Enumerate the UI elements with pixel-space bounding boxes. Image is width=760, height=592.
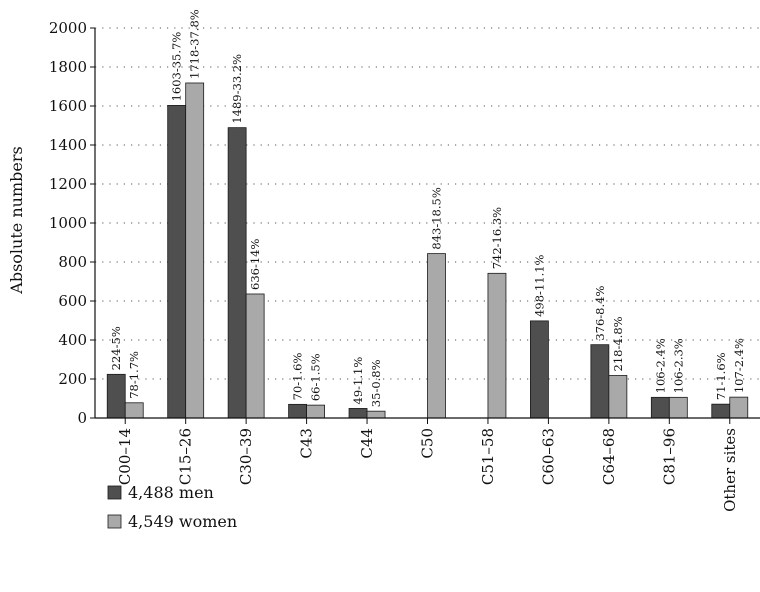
data-label: 376-8.4% (593, 286, 607, 341)
y-tick-label: 0 (77, 409, 87, 427)
data-label: 71-1.6% (714, 352, 728, 400)
bar (106, 373, 126, 419)
data-label: 35-0.8% (369, 359, 383, 407)
bar (427, 253, 446, 419)
data-label: 78-1.7% (127, 351, 141, 399)
legend-label: 4,488 men (128, 483, 214, 502)
x-tick-label: C60–63 (539, 428, 557, 485)
y-tick-label: 1600 (49, 97, 87, 115)
bar (366, 410, 386, 419)
bar (530, 320, 549, 419)
y-tick-label: 1400 (49, 136, 87, 154)
data-label: 843-18.5% (430, 187, 444, 249)
y-tick-label: 1800 (49, 58, 87, 76)
data-label: 1489-33.2% (230, 54, 244, 124)
y-tick-label: 600 (58, 292, 87, 310)
x-tick-label: C51–58 (479, 428, 497, 485)
data-label: 49-1.1% (351, 357, 365, 405)
data-label: 218-4.8% (611, 316, 625, 371)
bar (167, 105, 187, 419)
x-tick-label: C15–26 (177, 428, 195, 485)
y-tick-label: 200 (58, 370, 87, 388)
data-label: 107-2.4% (732, 338, 746, 393)
data-label: 66-1.5% (309, 353, 323, 401)
bar (185, 82, 205, 419)
legend-swatch (107, 485, 122, 500)
x-tick-label: C81–96 (660, 428, 678, 485)
axes: 0 200 400 600 800 1000 1200 1400 1600 1800 2000 C00… (49, 19, 760, 512)
data-label: 106-2.4% (653, 338, 667, 393)
x-tick-label: C64–68 (600, 428, 618, 485)
bar (650, 396, 670, 419)
x-tick-label: C43 (298, 428, 316, 459)
legend-label: 4,549 women (128, 512, 237, 531)
y-tick-label: 1200 (49, 175, 87, 193)
data-labels: 224-5% 78-1.7% 1603-35.7% 1718-37.8% 1489-33… (109, 9, 746, 407)
y-tick-label: 800 (58, 253, 87, 271)
data-label: 1603-35.7% (170, 32, 184, 102)
bar (245, 293, 265, 419)
y-axis-title: Absolute numbers (7, 146, 26, 294)
bar (227, 127, 247, 419)
data-label: 224-5% (109, 326, 123, 370)
x-tick-label: Other sites (721, 428, 739, 512)
legend-swatch (107, 514, 122, 529)
bar (668, 396, 688, 419)
bar (729, 396, 749, 419)
data-label: 106-2.3% (671, 338, 685, 393)
x-tick-label: C30–39 (237, 428, 255, 485)
legend: 4,488 men 4,549 women (107, 483, 237, 531)
bar (124, 402, 144, 419)
y-tick-label: 1000 (49, 214, 87, 232)
x-tick-label: C00–14 (116, 428, 134, 485)
data-label: 498-11.1% (532, 254, 546, 316)
y-tick-label: 400 (58, 331, 87, 349)
data-label: 636-14% (248, 239, 262, 290)
bar (711, 403, 731, 419)
data-label: 70-1.6% (291, 353, 305, 401)
bar (487, 272, 507, 419)
bar (348, 408, 368, 419)
y-tick-label: 2000 (49, 19, 87, 37)
x-tick-label: C44 (358, 428, 376, 459)
data-label: 742-16.3% (490, 207, 504, 269)
bar (306, 404, 325, 419)
bar (288, 403, 307, 419)
bar (590, 344, 610, 419)
x-tick-label: C50 (419, 428, 437, 459)
data-label: 1718-37.8% (188, 9, 202, 79)
bar (608, 375, 628, 419)
bars (106, 82, 749, 419)
